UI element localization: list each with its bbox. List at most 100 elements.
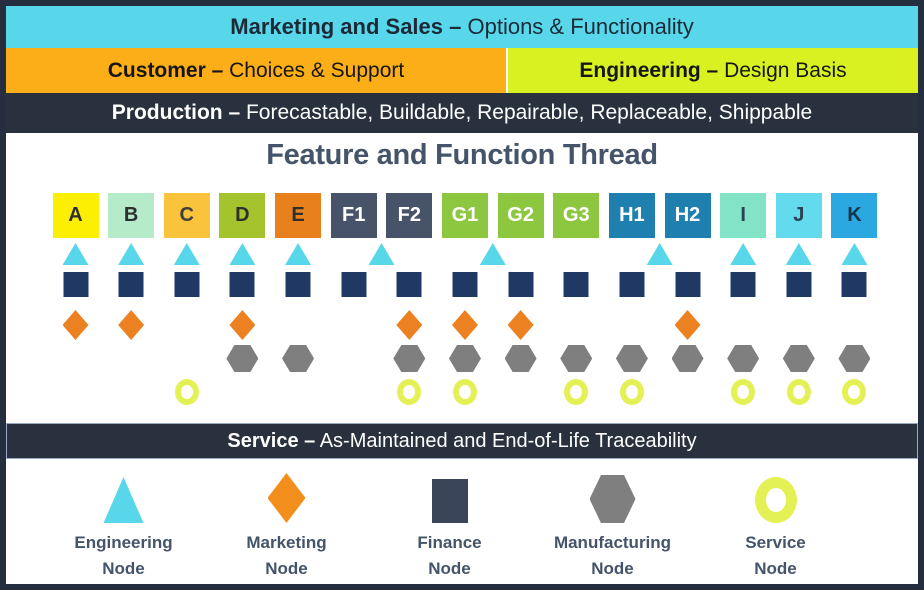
banner-divider [506, 48, 508, 93]
finance-node-icon [508, 272, 534, 297]
legend-service-icon [754, 477, 797, 523]
legend-item-marketing: Marketing Node [205, 459, 368, 584]
legend-label-line2: Node [428, 558, 471, 578]
marketing-node-icon [451, 310, 478, 340]
banner-service-subtitle: As-Maintained and End-of-Life Traceabili… [315, 429, 697, 452]
banner-customer-title: Customer – [107, 58, 224, 82]
service-node-icon [564, 379, 589, 405]
service-node-icon [174, 379, 199, 405]
finance-node-icon [229, 272, 255, 297]
engineering-node-icon [730, 243, 757, 265]
node-row-finance [6, 272, 918, 304]
legend-label-line1: Marketing [246, 533, 327, 552]
engineering-node-icon [646, 243, 673, 265]
engineering-node-icon [785, 243, 812, 265]
engineering-node-icon [368, 243, 395, 265]
thread-panel: Feature and Function Thread A B C D E F1 F2 G1 G… [6, 133, 918, 423]
feature-box-J: J [775, 193, 822, 238]
finance-node-icon [341, 272, 367, 297]
finance-node-icon [730, 272, 756, 297]
finance-node-icon [841, 272, 867, 297]
finance-node-icon [675, 272, 701, 297]
engineering-node-icon [173, 243, 200, 265]
engineering-node-icon [479, 243, 506, 265]
banner-production-subtitle: Forecastable, Buildable, Repairable, Rep… [240, 101, 813, 124]
manufacturing-node-icon [671, 345, 704, 372]
finance-node-icon [396, 272, 422, 297]
finance-node-icon [118, 272, 144, 297]
node-row-manufacturing [6, 345, 918, 377]
legend-finance-icon [431, 479, 468, 523]
marketing-node-icon [396, 310, 423, 340]
engineering-node-icon [285, 243, 312, 265]
manufacturing-node-icon [448, 345, 481, 372]
banner-engineering-subtitle: Design Basis [718, 58, 847, 82]
page-title: Feature and Function Thread [266, 139, 658, 171]
banner-production-title: Production – [111, 101, 241, 124]
finance-node-icon [63, 272, 88, 297]
feature-box-A: A [52, 193, 99, 238]
legend-label-finance: Finance Node [417, 530, 481, 581]
feature-box-K: K [831, 193, 878, 238]
engineering-node-icon [841, 243, 868, 265]
banner-engineering-title: Engineering – [579, 58, 719, 82]
finance-node-icon [619, 272, 645, 297]
manufacturing-node-icon [393, 345, 426, 372]
engineering-node-icon [62, 243, 89, 265]
legend-item-finance: Finance Node [368, 459, 531, 584]
legend-label-manufacturing: Manufacturing Node [554, 530, 671, 581]
marketing-node-icon [62, 310, 89, 340]
service-node-icon [452, 379, 477, 405]
legend-label-engineering: Engineering Node [74, 530, 172, 581]
finance-node-icon [285, 272, 311, 297]
manufacturing-node-icon [838, 345, 871, 372]
feature-box-H2: H2 [664, 193, 711, 238]
legend-label-line1: Manufacturing [553, 533, 672, 552]
legend-item-manufacturing: Manufacturing Node [531, 459, 694, 584]
legend-engineering-icon [103, 477, 144, 523]
banner-marketing-sales-title: Marketing and Sales – [230, 14, 462, 39]
legend-label-marketing: Marketing Node [246, 530, 326, 581]
manufacturing-node-icon [504, 345, 537, 372]
legend-shape-wrap [754, 459, 797, 523]
feature-box-B: B [108, 193, 155, 238]
marketing-node-icon [118, 310, 145, 340]
finance-node-icon [452, 272, 478, 297]
feature-box-F1: F1 [330, 193, 377, 238]
marketing-node-icon [229, 310, 256, 340]
feature-box-G1: G1 [441, 193, 488, 238]
feature-box-I: I [720, 193, 767, 238]
legend-manufacturing-icon [589, 475, 636, 523]
legend: Engineering Node Marketing Node Finance Node M… [6, 459, 918, 584]
node-row-service [6, 379, 918, 411]
legend-marketing-icon [267, 473, 306, 523]
engineering-node-icon [229, 243, 256, 265]
engineering-node-icon [118, 243, 145, 265]
legend-label-line2: Node [102, 558, 145, 578]
legend-shape-wrap [589, 459, 636, 523]
manufacturing-node-icon [782, 345, 815, 372]
manufacturing-node-icon [560, 345, 593, 372]
banner-service: Service – As-Maintained and End-of-Life … [6, 423, 918, 459]
banner-production: Production – Forecastable, Buildable, Re… [6, 93, 918, 133]
manufacturing-node-icon [615, 345, 648, 372]
legend-label-line1: Finance [417, 533, 482, 552]
service-node-icon [786, 379, 811, 405]
banner-row-customer-engineering: Customer – Choices & Support Engineering… [6, 48, 918, 93]
marketing-node-icon [674, 310, 701, 340]
finance-node-icon [563, 272, 589, 297]
legend-label-line2: Node [754, 558, 797, 578]
finance-node-icon [786, 272, 812, 297]
banner-marketing-sales: Marketing and Sales – Options & Function… [6, 6, 918, 48]
legend-label-line1: Engineering [74, 533, 173, 552]
banner-service-title: Service – [227, 429, 316, 452]
legend-shape-wrap [103, 459, 144, 523]
feature-box-D: D [219, 193, 266, 238]
feature-box-F2: F2 [386, 193, 433, 238]
feature-box-H1: H1 [608, 193, 655, 238]
feature-box-G2: G2 [497, 193, 544, 238]
legend-label-line2: Node [265, 558, 308, 578]
legend-label-service: Service Node [745, 530, 806, 581]
legend-label-line2: Node [591, 558, 634, 578]
